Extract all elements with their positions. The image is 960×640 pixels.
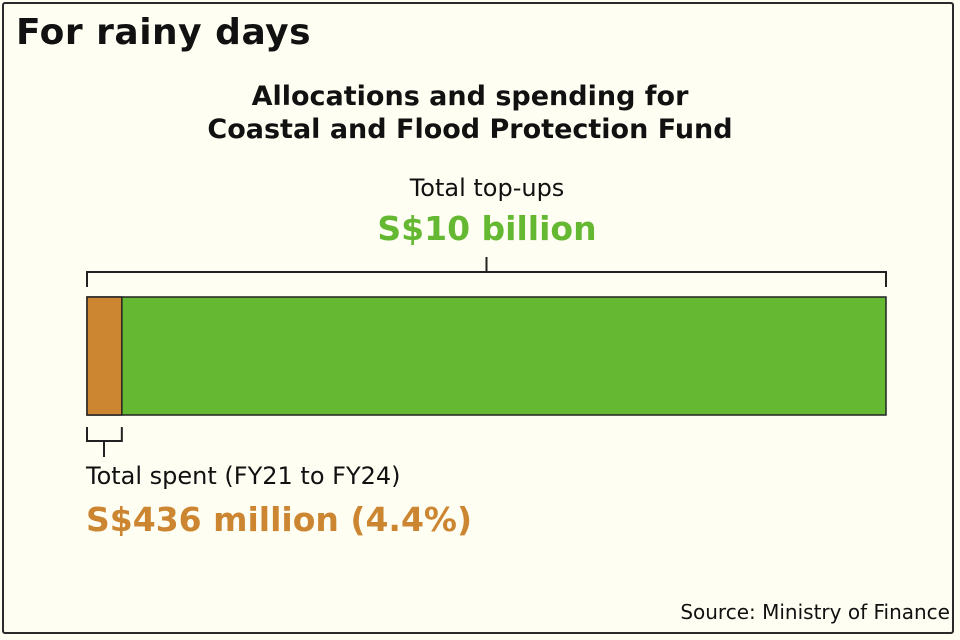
source-note: Source: Ministry of Finance	[680, 600, 950, 624]
total-spent-value: S$436 million (4.4%)	[86, 500, 473, 539]
chart-title-line-1: Allocations and spending for	[251, 81, 689, 112]
bar-total-topups	[86, 296, 887, 416]
total-topups-label: Total top-ups	[409, 174, 565, 202]
bar-spent	[86, 296, 123, 416]
spent-bracket	[86, 427, 123, 457]
total-spent-label: Total spent (FY21 to FY24)	[86, 462, 401, 490]
total-bracket	[86, 257, 887, 287]
chart-title: Allocations and spending for Coastal and…	[0, 80, 940, 146]
chart-title-line-2: Coastal and Flood Protection Fund	[207, 114, 733, 145]
page-title: For rainy days	[16, 12, 312, 53]
total-topups-value: S$10 billion	[377, 209, 597, 248]
